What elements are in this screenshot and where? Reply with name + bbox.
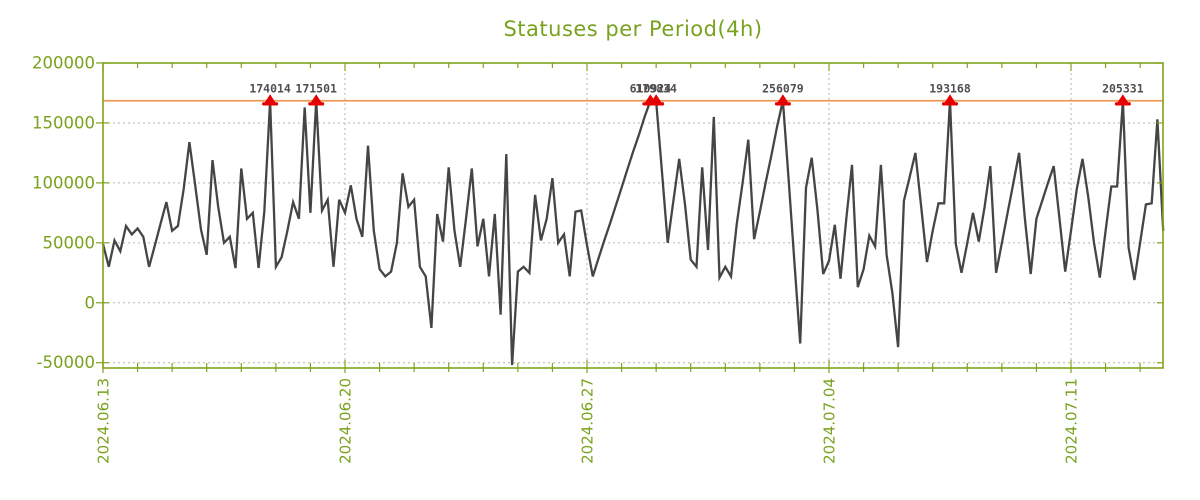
grid-lines <box>102 63 1163 368</box>
chart-title: Statuses per Period(4h) <box>503 17 763 41</box>
axis-ticks <box>96 62 1163 373</box>
svg-text:50000: 50000 <box>43 233 96 252</box>
svg-text:0: 0 <box>85 293 96 312</box>
svg-text:2024.06.13: 2024.06.13 <box>94 378 112 464</box>
svg-text:100000: 100000 <box>32 173 95 192</box>
svg-text:2024.07.04: 2024.07.04 <box>820 378 838 464</box>
svg-text:193168: 193168 <box>929 81 971 95</box>
svg-text:256079: 256079 <box>762 81 804 95</box>
svg-text:610924: 610924 <box>630 81 672 95</box>
svg-text:174014: 174014 <box>249 81 291 95</box>
svg-text:171501: 171501 <box>295 81 337 95</box>
svg-text:2024.07.11: 2024.07.11 <box>1062 378 1080 464</box>
svg-text:-50000: -50000 <box>37 353 95 372</box>
svg-text:2024.06.20: 2024.06.20 <box>336 378 354 464</box>
svg-text:179834: 179834 <box>635 81 677 95</box>
svg-text:2024.06.27: 2024.06.27 <box>578 378 596 464</box>
x-axis-labels: 2024.06.13 2024.06.20 2024.06.27 2024.07.04… <box>94 378 1080 464</box>
y-axis-labels: 200000 150000 100000 50000 0 -50000 <box>32 54 95 373</box>
plot-border <box>102 62 1164 369</box>
svg-text:150000: 150000 <box>32 113 95 132</box>
svg-text:200000: 200000 <box>32 54 95 73</box>
svg-text:205331: 205331 <box>1102 81 1144 95</box>
series-line-statuses <box>101 99 1165 366</box>
